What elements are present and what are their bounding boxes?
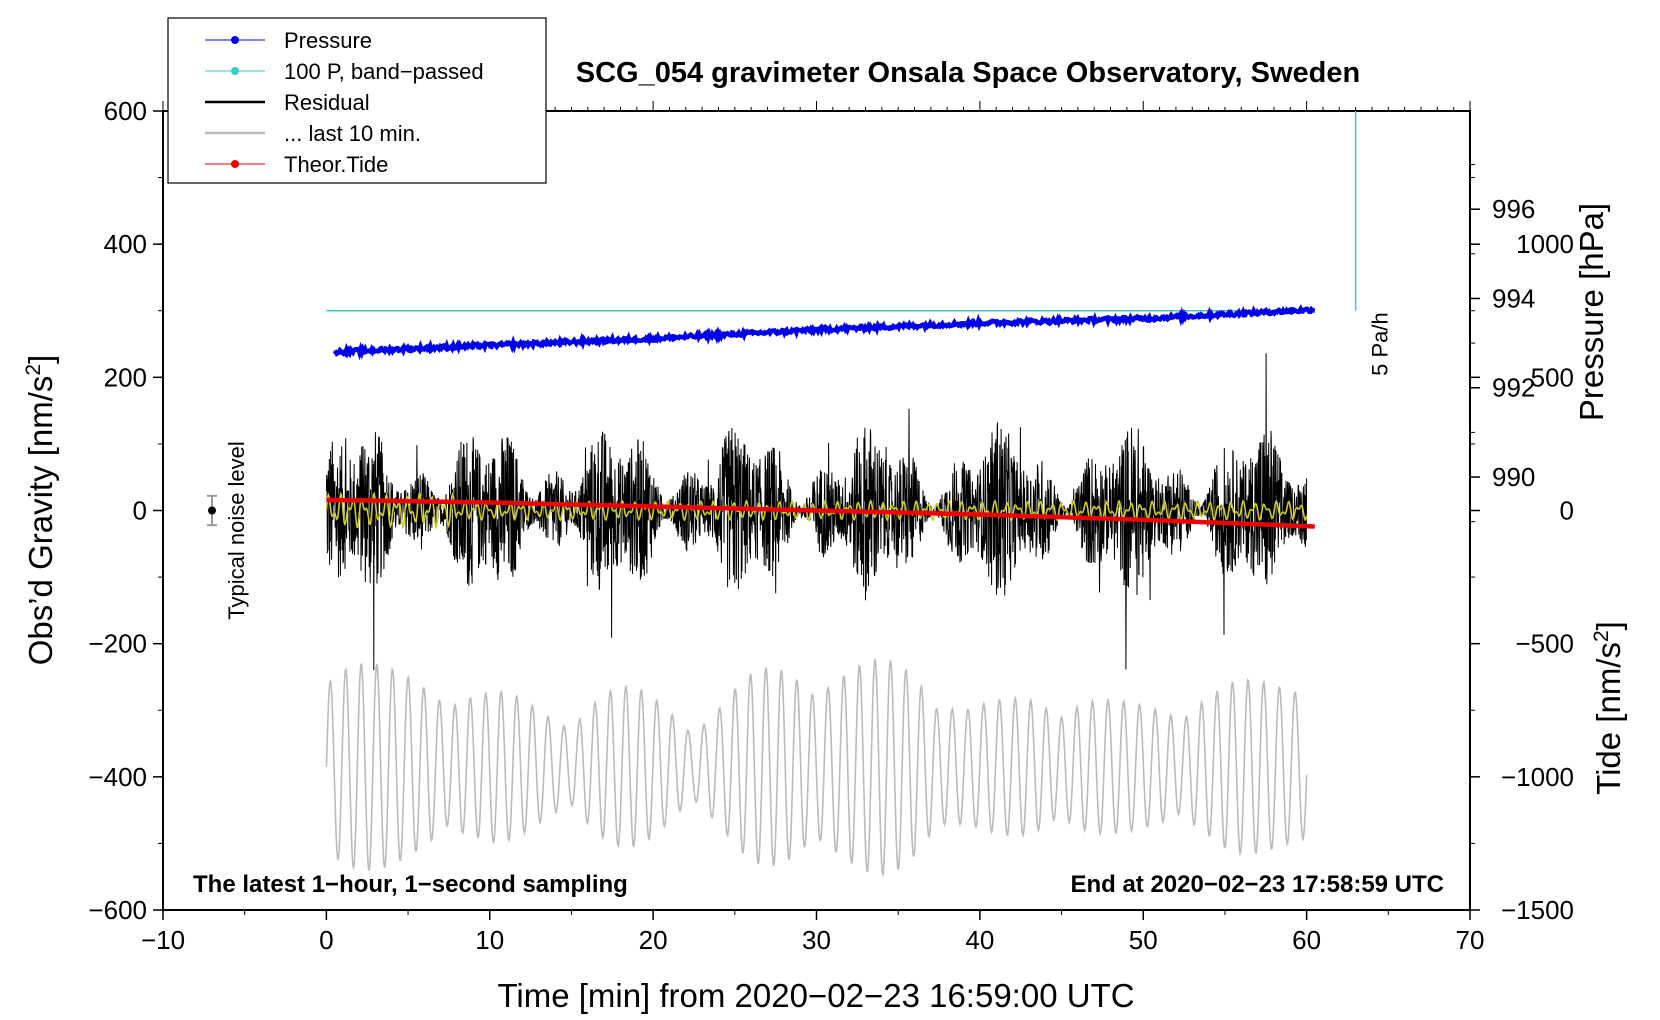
pressure-tick-label: 990: [1492, 462, 1535, 492]
tide-tick-label: −1500: [1501, 895, 1574, 925]
x-tick-label: 50: [1129, 925, 1158, 955]
legend-label: Theor.Tide: [284, 152, 388, 177]
axis-ticks: −10 0 10 20 30 40 50 60 70 600 400 200 0 −200 −400 −600…: [88, 96, 1574, 955]
y-tick-label: 200: [104, 362, 147, 392]
footer-sampling-note: The latest 1−hour, 1−second sampling: [193, 871, 628, 898]
legend-label: Residual: [284, 90, 370, 115]
series-residual-line: [325, 353, 1308, 671]
x-tick-label: 40: [965, 925, 994, 955]
series-last-10-min-line: [325, 657, 1308, 878]
x-axis-label: Time [min] from 2020−02−23 16:59:00 UTC: [497, 977, 1134, 1014]
pressure-tick-label: 992: [1492, 373, 1535, 403]
pressure-axis-label: Pressure [hPa]: [1573, 203, 1610, 421]
noise-level-label: Typical noise level: [224, 441, 249, 620]
legend: Pressure 100 P, band−passed Residual ... la…: [167, 17, 547, 184]
tide-tick-label: 500: [1531, 362, 1574, 392]
y-tick-label: 400: [104, 229, 147, 259]
series-layer: [325, 304, 1316, 878]
x-tick-label: 0: [319, 925, 333, 955]
pressure-rate-label: 5 Pa/h: [1368, 312, 1393, 376]
legend-box: [167, 17, 547, 184]
y-tick-label: 600: [104, 96, 147, 126]
tide-tick-label: −1000: [1501, 762, 1574, 792]
noise-level-marker: [208, 506, 217, 515]
x-tick-label: −10: [141, 925, 185, 955]
y-tick-label: −200: [88, 629, 147, 659]
pressure-tick-label: 996: [1492, 194, 1535, 224]
y-tick-label: −400: [88, 762, 147, 792]
legend-label: ... last 10 min.: [284, 121, 421, 146]
y-tick-label: −600: [88, 895, 147, 925]
tide-tick-label: 0: [1560, 496, 1574, 526]
x-tick-label: 60: [1292, 925, 1321, 955]
y-tick-label: 0: [133, 496, 147, 526]
footer-end-time: End at 2020−02−23 17:58:59 UTC: [1070, 871, 1444, 898]
x-tick-label: 70: [1456, 925, 1485, 955]
legend-marker: [231, 160, 239, 168]
series-pressure-line: [332, 304, 1316, 361]
x-tick-label: 20: [639, 925, 668, 955]
legend-label: Pressure: [284, 28, 372, 53]
x-tick-label: 10: [475, 925, 504, 955]
series-theor-tide-line: [326, 497, 1315, 529]
x-tick-label: 30: [802, 925, 831, 955]
legend-label: 100 P, band−passed: [284, 59, 484, 84]
tide-tick-label: −500: [1515, 629, 1574, 659]
pressure-tick-label: 994: [1492, 283, 1535, 313]
legend-marker: [231, 36, 239, 44]
chart-title: SCG_054 gravimeter Onsala Space Observat…: [576, 57, 1360, 89]
tide-tick-label: 1000: [1516, 229, 1574, 259]
noise-level-annotation: Typical noise level: [207, 441, 249, 620]
y-axis-label: Obs’d Gravity [nm/s2]: [22, 355, 59, 666]
legend-marker: [231, 67, 239, 75]
pressure-rate-annotation: 5 Pa/h: [1354, 111, 1393, 376]
tide-axis-label: Tide [nm/s2]: [1590, 621, 1627, 795]
legend-items: Pressure 100 P, band−passed Residual ... la…: [205, 28, 484, 177]
